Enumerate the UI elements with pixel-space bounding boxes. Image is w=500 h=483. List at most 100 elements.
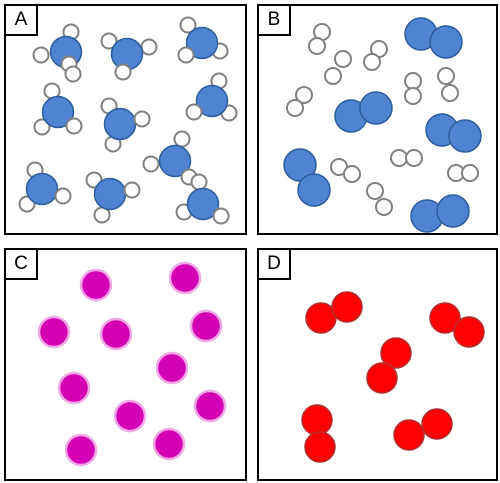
hydrogen-atom — [114, 63, 132, 81]
red-atom — [301, 404, 333, 436]
magenta-atom — [168, 261, 202, 295]
hydrogen-molecule — [404, 72, 422, 105]
hydrogen-atom — [343, 165, 361, 183]
red-atom — [331, 291, 363, 323]
red-atom — [453, 316, 485, 348]
red-atom — [429, 302, 461, 334]
red-molecule — [305, 291, 363, 334]
red-molecule — [429, 302, 485, 348]
red-molecule — [366, 337, 412, 394]
hydrogen-molecule — [447, 164, 479, 182]
oxygen-atom — [448, 119, 482, 153]
panel-a-label: A — [4, 4, 38, 36]
magenta-atom — [189, 309, 223, 343]
magenta-atom — [193, 389, 227, 423]
hydrogen-atom — [366, 182, 384, 200]
water-molecule — [18, 161, 72, 213]
hydrogen-atom — [133, 110, 151, 128]
red-atom — [366, 362, 398, 394]
oxygen-atom — [25, 172, 59, 206]
hydrogen-atom — [286, 99, 304, 117]
oxygen-molecule — [425, 113, 482, 153]
hydrogen-atom — [404, 87, 422, 105]
hydrogen-atom — [32, 46, 50, 64]
water-molecule — [177, 16, 229, 64]
hydrogen-molecule — [330, 158, 361, 183]
magenta-atom — [155, 351, 189, 385]
oxygen-atom — [429, 25, 463, 59]
hydrogen-atom — [54, 187, 72, 205]
oxygen-atom — [297, 173, 331, 207]
hydrogen-molecule — [308, 23, 331, 55]
oxygen-atom — [93, 177, 127, 211]
hydrogen-molecule — [437, 67, 459, 102]
magenta-atom — [64, 433, 98, 467]
magenta-atom — [99, 317, 133, 351]
red-atom — [380, 337, 412, 369]
hydrogen-atom — [404, 72, 422, 90]
water-molecule — [33, 82, 83, 136]
panel-a: A — [4, 4, 247, 235]
hydrogen-atom — [212, 207, 230, 225]
oxygen-molecule — [283, 148, 331, 207]
oxygen-atom — [103, 107, 137, 141]
hydrogen-atom — [308, 37, 326, 55]
oxygen-molecule — [334, 91, 393, 133]
hydrogen-atom — [179, 16, 197, 34]
hydrogen-atom — [173, 130, 191, 148]
hydrogen-molecule — [286, 86, 313, 117]
hydrogen-atom — [177, 46, 195, 64]
hydrogen-atom — [33, 118, 51, 136]
hydrogen-atom — [140, 38, 158, 56]
hydrogen-atom — [405, 149, 423, 167]
panel-d: D — [257, 248, 498, 481]
hydrogen-atom — [324, 67, 342, 85]
magenta-atom — [113, 399, 147, 433]
hydrogen-atom — [375, 198, 393, 216]
hydrogen-atom — [363, 53, 381, 71]
water-molecule — [100, 32, 158, 81]
hydrogen-atom — [142, 155, 160, 173]
red-molecule — [393, 408, 453, 451]
hydrogen-atom — [390, 149, 408, 167]
hydrogen-atom — [123, 181, 141, 199]
oxygen-atom — [359, 91, 393, 125]
red-atom — [393, 419, 425, 451]
water-molecule — [85, 171, 141, 224]
oxygen-atom — [195, 84, 229, 118]
panel-a-molecules — [18, 16, 238, 225]
hydrogen-atom — [437, 67, 455, 85]
oxygen-atom — [41, 95, 75, 129]
hydrogen-atom — [461, 164, 479, 182]
red-atom — [304, 431, 336, 463]
hydrogen-molecule — [366, 182, 393, 216]
magenta-atom — [37, 315, 71, 349]
water-molecule — [175, 173, 230, 225]
red-molecule — [301, 404, 336, 463]
water-molecule — [185, 72, 238, 122]
water-molecule — [32, 23, 83, 83]
hydrogen-atom — [64, 65, 82, 83]
panel-d-molecules — [301, 291, 485, 463]
panel-b: B — [257, 4, 498, 235]
magenta-atom — [79, 268, 113, 302]
oxygen-atom — [158, 144, 192, 178]
hydrogen-molecule — [363, 40, 388, 71]
hydrogen-molecule — [324, 50, 352, 85]
water-molecule — [100, 97, 151, 153]
oxygen-atom — [186, 187, 220, 221]
oxygen-atom — [436, 194, 470, 228]
hydrogen-atom — [190, 173, 208, 191]
hydrogen-atom — [185, 103, 203, 121]
magenta-atom — [57, 371, 91, 405]
oxygen-molecule — [404, 17, 463, 59]
hydrogen-atom — [100, 32, 118, 50]
oxygen-atom — [185, 26, 219, 60]
panel-d-label: D — [257, 248, 291, 280]
panel-b-molecules — [283, 17, 482, 233]
magenta-atom — [152, 427, 186, 461]
red-atom — [421, 408, 453, 440]
hydrogen-atom — [441, 84, 459, 102]
hydrogen-atom — [295, 86, 313, 104]
panel-b-label: B — [257, 4, 291, 36]
